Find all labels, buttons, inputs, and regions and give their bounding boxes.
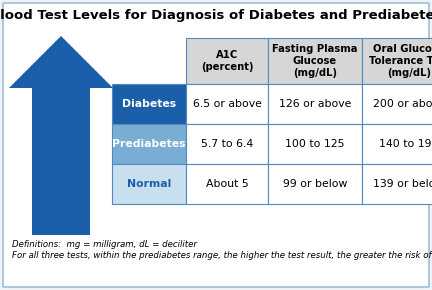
Text: Prediabetes: Prediabetes [112, 139, 186, 149]
Text: For all three tests, within the prediabetes range, the higher the test result, t: For all three tests, within the prediabe… [12, 251, 432, 260]
Bar [362, 164, 432, 204]
Text: 100 to 125: 100 to 125 [285, 139, 345, 149]
Text: Normal: Normal [127, 179, 171, 189]
Bar [186, 38, 268, 84]
Bar [268, 38, 362, 84]
Bar [362, 38, 432, 84]
Text: 6.5 or above: 6.5 or above [193, 99, 261, 109]
Text: Blood Test Levels for Diagnosis of Diabetes and Prediabetes: Blood Test Levels for Diagnosis of Diabe… [0, 9, 432, 22]
Text: 126 or above: 126 or above [279, 99, 351, 109]
Bar [186, 164, 268, 204]
Text: Oral Glucose
Tolerance Test
(mg/dL): Oral Glucose Tolerance Test (mg/dL) [368, 44, 432, 78]
Text: 200 or above: 200 or above [373, 99, 432, 109]
Text: A1C
(percent): A1C (percent) [201, 50, 253, 72]
Text: 139 or below: 139 or below [373, 179, 432, 189]
Bar [362, 84, 432, 124]
Bar [186, 84, 268, 124]
Text: 99 or below: 99 or below [283, 179, 347, 189]
Text: 5.7 to 6.4: 5.7 to 6.4 [201, 139, 253, 149]
Text: Diabetes: Diabetes [122, 99, 176, 109]
Bar [186, 124, 268, 164]
Text: Definitions:  mg = milligram, dL = deciliter: Definitions: mg = milligram, dL = decili… [12, 240, 197, 249]
Bar [112, 164, 186, 204]
Text: About 5: About 5 [206, 179, 248, 189]
Bar [268, 84, 362, 124]
Bar [268, 124, 362, 164]
Bar [112, 124, 186, 164]
Polygon shape [9, 36, 113, 88]
Text: Fasting Plasma
Glucose
(mg/dL): Fasting Plasma Glucose (mg/dL) [272, 44, 358, 78]
Bar [32, 88, 89, 235]
Bar [362, 124, 432, 164]
Bar [268, 164, 362, 204]
Text: 140 to 199: 140 to 199 [379, 139, 432, 149]
FancyBboxPatch shape [3, 3, 429, 287]
Bar [112, 84, 186, 124]
